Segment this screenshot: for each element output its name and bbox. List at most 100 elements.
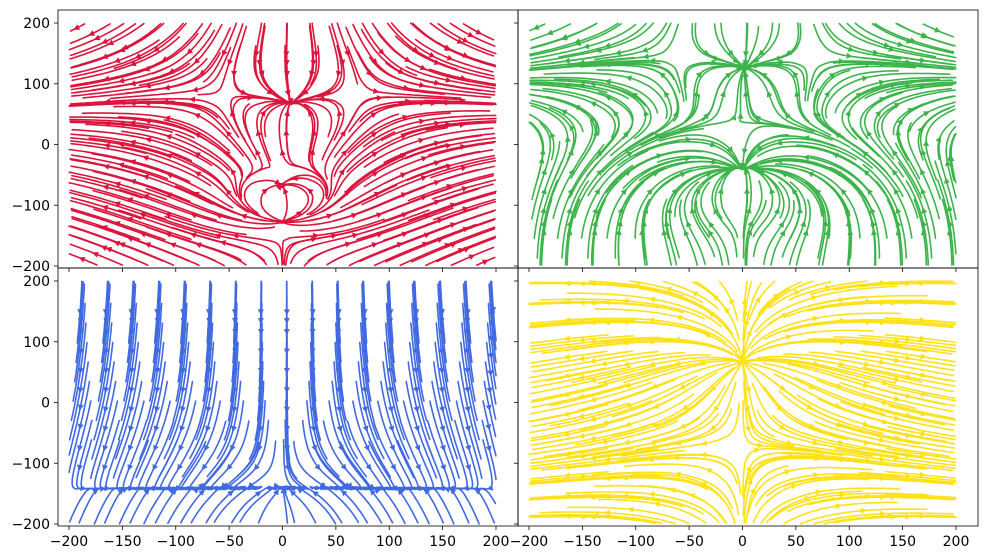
streamline-arrow [230, 444, 236, 452]
streamline-arrow [648, 491, 655, 498]
streamline-arrow [460, 75, 467, 81]
streamline-arrow [893, 188, 900, 195]
streamline-arrow [737, 112, 744, 119]
streamline-arrow [563, 472, 571, 479]
streamline-arrow [895, 207, 902, 214]
streamline-arrow [179, 425, 186, 433]
streamline-arrow [365, 463, 372, 471]
streamline-arrow [879, 456, 886, 463]
streamline-arrow [113, 57, 121, 64]
streamline-arrow [601, 380, 609, 387]
streamline-arrow [369, 489, 376, 496]
streamline-arrow [153, 444, 159, 452]
streamline-arrow [920, 353, 927, 360]
streamline-arrow [727, 146, 734, 153]
streamline-arrow [709, 141, 717, 148]
y-tick-label: −200 [12, 517, 50, 533]
streamline-arrow [921, 220, 927, 227]
streamlines [528, 280, 957, 525]
streamline-arrow [403, 84, 410, 91]
streamline-arrow [103, 367, 110, 374]
streamline-arrow [578, 336, 585, 343]
streamline-arrow [344, 50, 350, 57]
streamline-arrow [752, 56, 760, 63]
panel-bottom-left: −200 −100 0 100 200 −200 −150 −100 −50 0 50 100 150 2… [12, 267, 519, 550]
streamline-arrow [907, 108, 914, 114]
streamline-arrow [283, 187, 289, 195]
streamline-arrow [88, 30, 96, 36]
streamline-arrow [710, 385, 717, 392]
streamline-arrow [673, 360, 681, 367]
streamline-arrow [418, 81, 426, 88]
streamline-arrow [893, 376, 901, 383]
streamline-arrow [708, 311, 716, 318]
x-tick-label: −100 [617, 534, 655, 550]
streamline-arrow [829, 73, 836, 79]
streamline-arrow [905, 373, 913, 380]
streamline-arrow [894, 454, 901, 461]
streamline-arrow [247, 481, 255, 488]
streamline-arrow [779, 229, 786, 237]
streamline-arrow [623, 361, 630, 368]
streamline-arrow [563, 353, 570, 360]
streamline-arrow [766, 90, 773, 98]
streamline-arrow [340, 463, 347, 471]
streamline-arrow [445, 143, 452, 149]
streamline-arrow [314, 463, 321, 471]
streamline-arrow [589, 455, 596, 462]
streamline-arrow [872, 49, 880, 56]
streamline-arrow [464, 425, 471, 433]
streamline-arrow [679, 423, 687, 429]
streamline-arrow [103, 406, 109, 413]
streamline-arrow [866, 130, 873, 137]
streamline-arrow [142, 174, 150, 181]
streamline-arrow [387, 406, 394, 413]
x-tick-label: 50 [787, 534, 805, 550]
streamline-arrow [420, 156, 428, 162]
streamline-arrow [194, 171, 202, 178]
streamline-arrow [749, 487, 756, 495]
y-tick-label: 0 [41, 138, 50, 154]
streamline-arrow [433, 199, 441, 206]
streamline-arrow [438, 367, 445, 374]
x-tick-label: 100 [836, 534, 863, 550]
streamline-arrow [486, 387, 493, 394]
streamline-arrow [550, 132, 556, 139]
streamline-arrow [336, 406, 342, 413]
streamline-arrow [92, 251, 99, 258]
streamline-arrow [412, 367, 419, 374]
streamline-arrow [261, 188, 269, 195]
streamline-arrow [577, 374, 585, 381]
streamline-arrow [653, 501, 661, 508]
streamline-arrow [895, 220, 902, 227]
streamline-arrow [129, 119, 136, 126]
streamline-arrow [418, 118, 426, 125]
streamline-arrow [219, 240, 227, 246]
streamline-arrow [578, 82, 585, 89]
streamline-arrow [283, 309, 290, 316]
streamline-arrow [449, 222, 457, 229]
streamline-arrow [191, 86, 199, 93]
streamline-arrow [703, 49, 710, 56]
streamline-arrow [661, 229, 668, 236]
streamline-arrow [648, 296, 656, 303]
streamline-arrow [897, 118, 904, 126]
y-tick-label: 200 [23, 16, 50, 32]
streamline-arrow [919, 298, 926, 305]
streamline-arrow [806, 403, 814, 410]
x-tick-label: 0 [278, 534, 287, 550]
streamline-arrow [794, 290, 801, 296]
streamline-arrow [919, 57, 927, 64]
y-tick-label: −100 [12, 456, 50, 472]
streamline-arrow [746, 478, 753, 486]
streamline-arrow [464, 309, 471, 316]
streamline-arrow [101, 204, 109, 211]
streamline-arrow [694, 188, 701, 195]
streamline-arrow [284, 109, 291, 117]
streamline-arrow [905, 412, 913, 419]
x-axis [68, 268, 497, 272]
streamline-arrow [312, 491, 319, 497]
streamline-arrow [909, 37, 917, 43]
streamline-arrow [362, 406, 368, 413]
